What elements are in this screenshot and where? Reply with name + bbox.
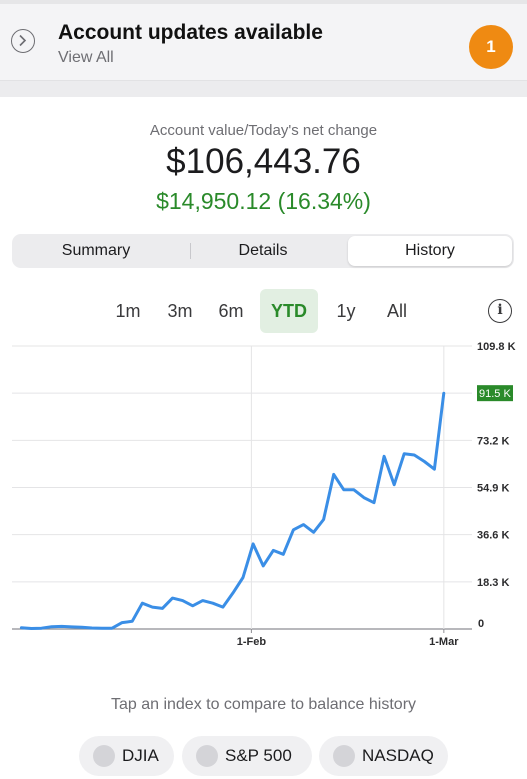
unselected-radio-icon [93,745,115,767]
net-change: $14,950.12 (16.34%) [156,188,371,214]
view-all-link[interactable]: View All [58,49,114,66]
unselected-radio-icon [333,745,355,767]
range-1y[interactable]: 1y [336,301,356,321]
current-value-marker [477,385,513,402]
chevron-right-circle-icon[interactable] [11,29,35,53]
chip-label: DJIA [122,746,159,765]
chip-label: S&P 500 [225,746,292,765]
info-circle-icon[interactable]: i [488,299,512,323]
time-range-selector: 1m 3m 6m YTD 1y All [0,289,527,333]
account-value-label: Account value/Today's net change [149,122,378,139]
notification-badge[interactable]: 1 [469,25,513,69]
y-tick-label: 73.2 K [477,435,509,447]
y-tick-label: 91.5 K [479,388,511,400]
unselected-radio-icon [196,745,218,767]
tab-details[interactable]: Details [238,242,288,259]
range-all[interactable]: All [386,301,407,321]
chip-label: NASDAQ [362,746,434,765]
balance-line [19,391,446,630]
banner-title: Account updates available [58,21,323,44]
range-3m[interactable]: 3m [167,301,193,321]
segment-divider [190,243,191,259]
tab-history[interactable]: History [348,236,512,266]
range-1m[interactable]: 1m [115,301,141,321]
y-tick-label: 18.3 K [477,577,509,589]
compare-hint: Tap an index to compare to balance histo… [110,696,417,713]
y-tick-label: 36.6 K [477,530,509,542]
y-tick-label: 54.9 K [477,483,509,495]
index-chip-nasdaq[interactable]: NASDAQ [319,736,448,776]
account-updates-banner[interactable]: Account updates available View All 1 [0,4,527,81]
y-tick-label: 0 [478,618,484,630]
range-6m[interactable]: 6m [218,301,244,321]
index-chip-sp500[interactable]: S&P 500 [182,736,312,776]
tab-summary[interactable]: Summary [61,242,131,259]
view-segmented-control: Summary Details History [12,234,514,268]
index-chip-djia[interactable]: DJIA [79,736,174,776]
section-divider [0,81,527,97]
balance-history-chart: 0 18.3 K 36.6 K 54.9 K 73.2 K 91.5 K 109.8 K 1-… [12,341,516,648]
account-value: $106,443.76 [166,142,361,181]
y-tick-label: 109.8 K [477,341,516,353]
top-strip [0,0,527,4]
x-tick-label: 1-Mar [429,636,459,648]
x-tick-label: 1-Feb [237,636,267,648]
range-ytd[interactable]: YTD [260,289,318,333]
